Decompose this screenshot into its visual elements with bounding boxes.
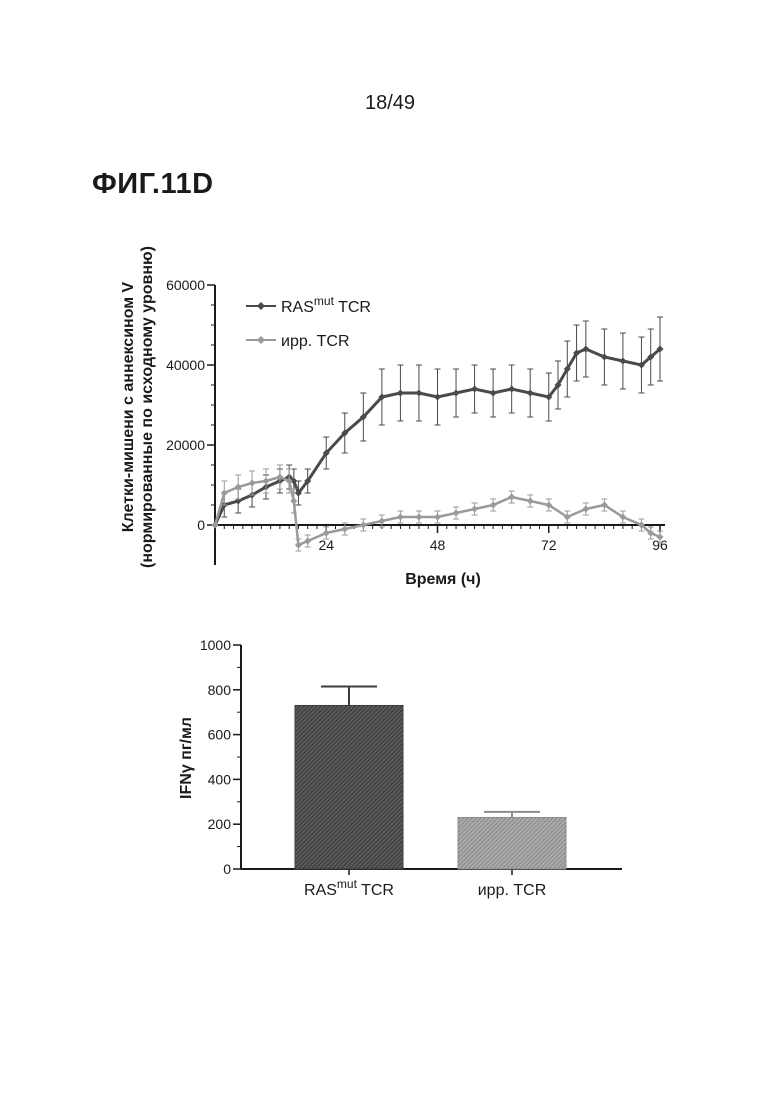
legend-marker bbox=[257, 302, 265, 310]
line-chart: 020000400006000024487296 RASmut TCRирр. … bbox=[0, 0, 780, 600]
y-tick-label: 40000 bbox=[166, 357, 205, 373]
data-point bbox=[527, 498, 534, 505]
bar-y-tick-label: 800 bbox=[208, 682, 232, 698]
data-point bbox=[490, 390, 497, 397]
bar bbox=[458, 817, 566, 869]
bar-category-label: RASmut TCR bbox=[304, 877, 394, 899]
data-point bbox=[508, 494, 515, 501]
data-point bbox=[471, 386, 478, 393]
y-tick-label: 60000 bbox=[166, 277, 205, 293]
legend-marker bbox=[257, 336, 265, 344]
data-point bbox=[453, 510, 460, 517]
data-point bbox=[249, 480, 256, 487]
data-point bbox=[619, 358, 626, 365]
data-point bbox=[360, 522, 367, 529]
data-point bbox=[323, 530, 330, 537]
data-point bbox=[397, 514, 404, 521]
data-point bbox=[378, 518, 385, 525]
series-1 bbox=[212, 317, 664, 529]
line-chart-ylabel-line1: Клетки-мишени с аннексином V bbox=[120, 281, 137, 532]
line-chart-xlabel: Время (ч) bbox=[405, 571, 481, 588]
data-point bbox=[490, 502, 497, 509]
data-point bbox=[434, 514, 441, 521]
data-point bbox=[290, 498, 297, 505]
x-tick-label: 48 bbox=[430, 537, 446, 553]
bar-y-tick-label: 1000 bbox=[200, 637, 231, 653]
data-point bbox=[397, 390, 404, 397]
bar-y-tick-label: 400 bbox=[208, 771, 232, 787]
data-point bbox=[415, 390, 422, 397]
bar-chart-bars bbox=[295, 686, 566, 869]
bar-chart-ylabel: IFNγ пг/мл bbox=[178, 717, 195, 799]
line-chart-legend: RASmut TCR ирр. TCR bbox=[246, 294, 371, 350]
data-point bbox=[221, 490, 228, 497]
data-point bbox=[295, 542, 302, 549]
y-tick-label: 0 bbox=[197, 517, 205, 533]
data-point bbox=[527, 390, 534, 397]
data-point bbox=[341, 526, 348, 533]
data-point bbox=[508, 386, 515, 393]
bar-category-label: ирр. TCR bbox=[478, 882, 547, 899]
data-point bbox=[453, 390, 460, 397]
data-point bbox=[582, 506, 589, 513]
legend-label: RASmut TCR bbox=[281, 294, 371, 316]
data-point bbox=[262, 478, 269, 485]
data-point bbox=[415, 514, 422, 521]
y-tick-label: 20000 bbox=[166, 437, 205, 453]
line-chart-ylabel-line2: (нормированные по исходному уровню) bbox=[139, 246, 156, 568]
bar-y-tick-label: 0 bbox=[223, 861, 231, 877]
data-point bbox=[471, 506, 478, 513]
data-point bbox=[304, 538, 311, 545]
bar bbox=[295, 705, 403, 869]
bar-chart-axes: 0 200 400 600 800 1000 RASmut TCR ирр. TCR bbox=[200, 637, 622, 899]
bar-y-tick-label: 200 bbox=[208, 816, 232, 832]
legend-label: ирр. TCR bbox=[281, 333, 350, 350]
line-chart-series bbox=[212, 317, 664, 551]
x-tick-label: 72 bbox=[541, 537, 557, 553]
data-point bbox=[434, 394, 441, 401]
bar-y-tick-label: 600 bbox=[208, 727, 232, 743]
